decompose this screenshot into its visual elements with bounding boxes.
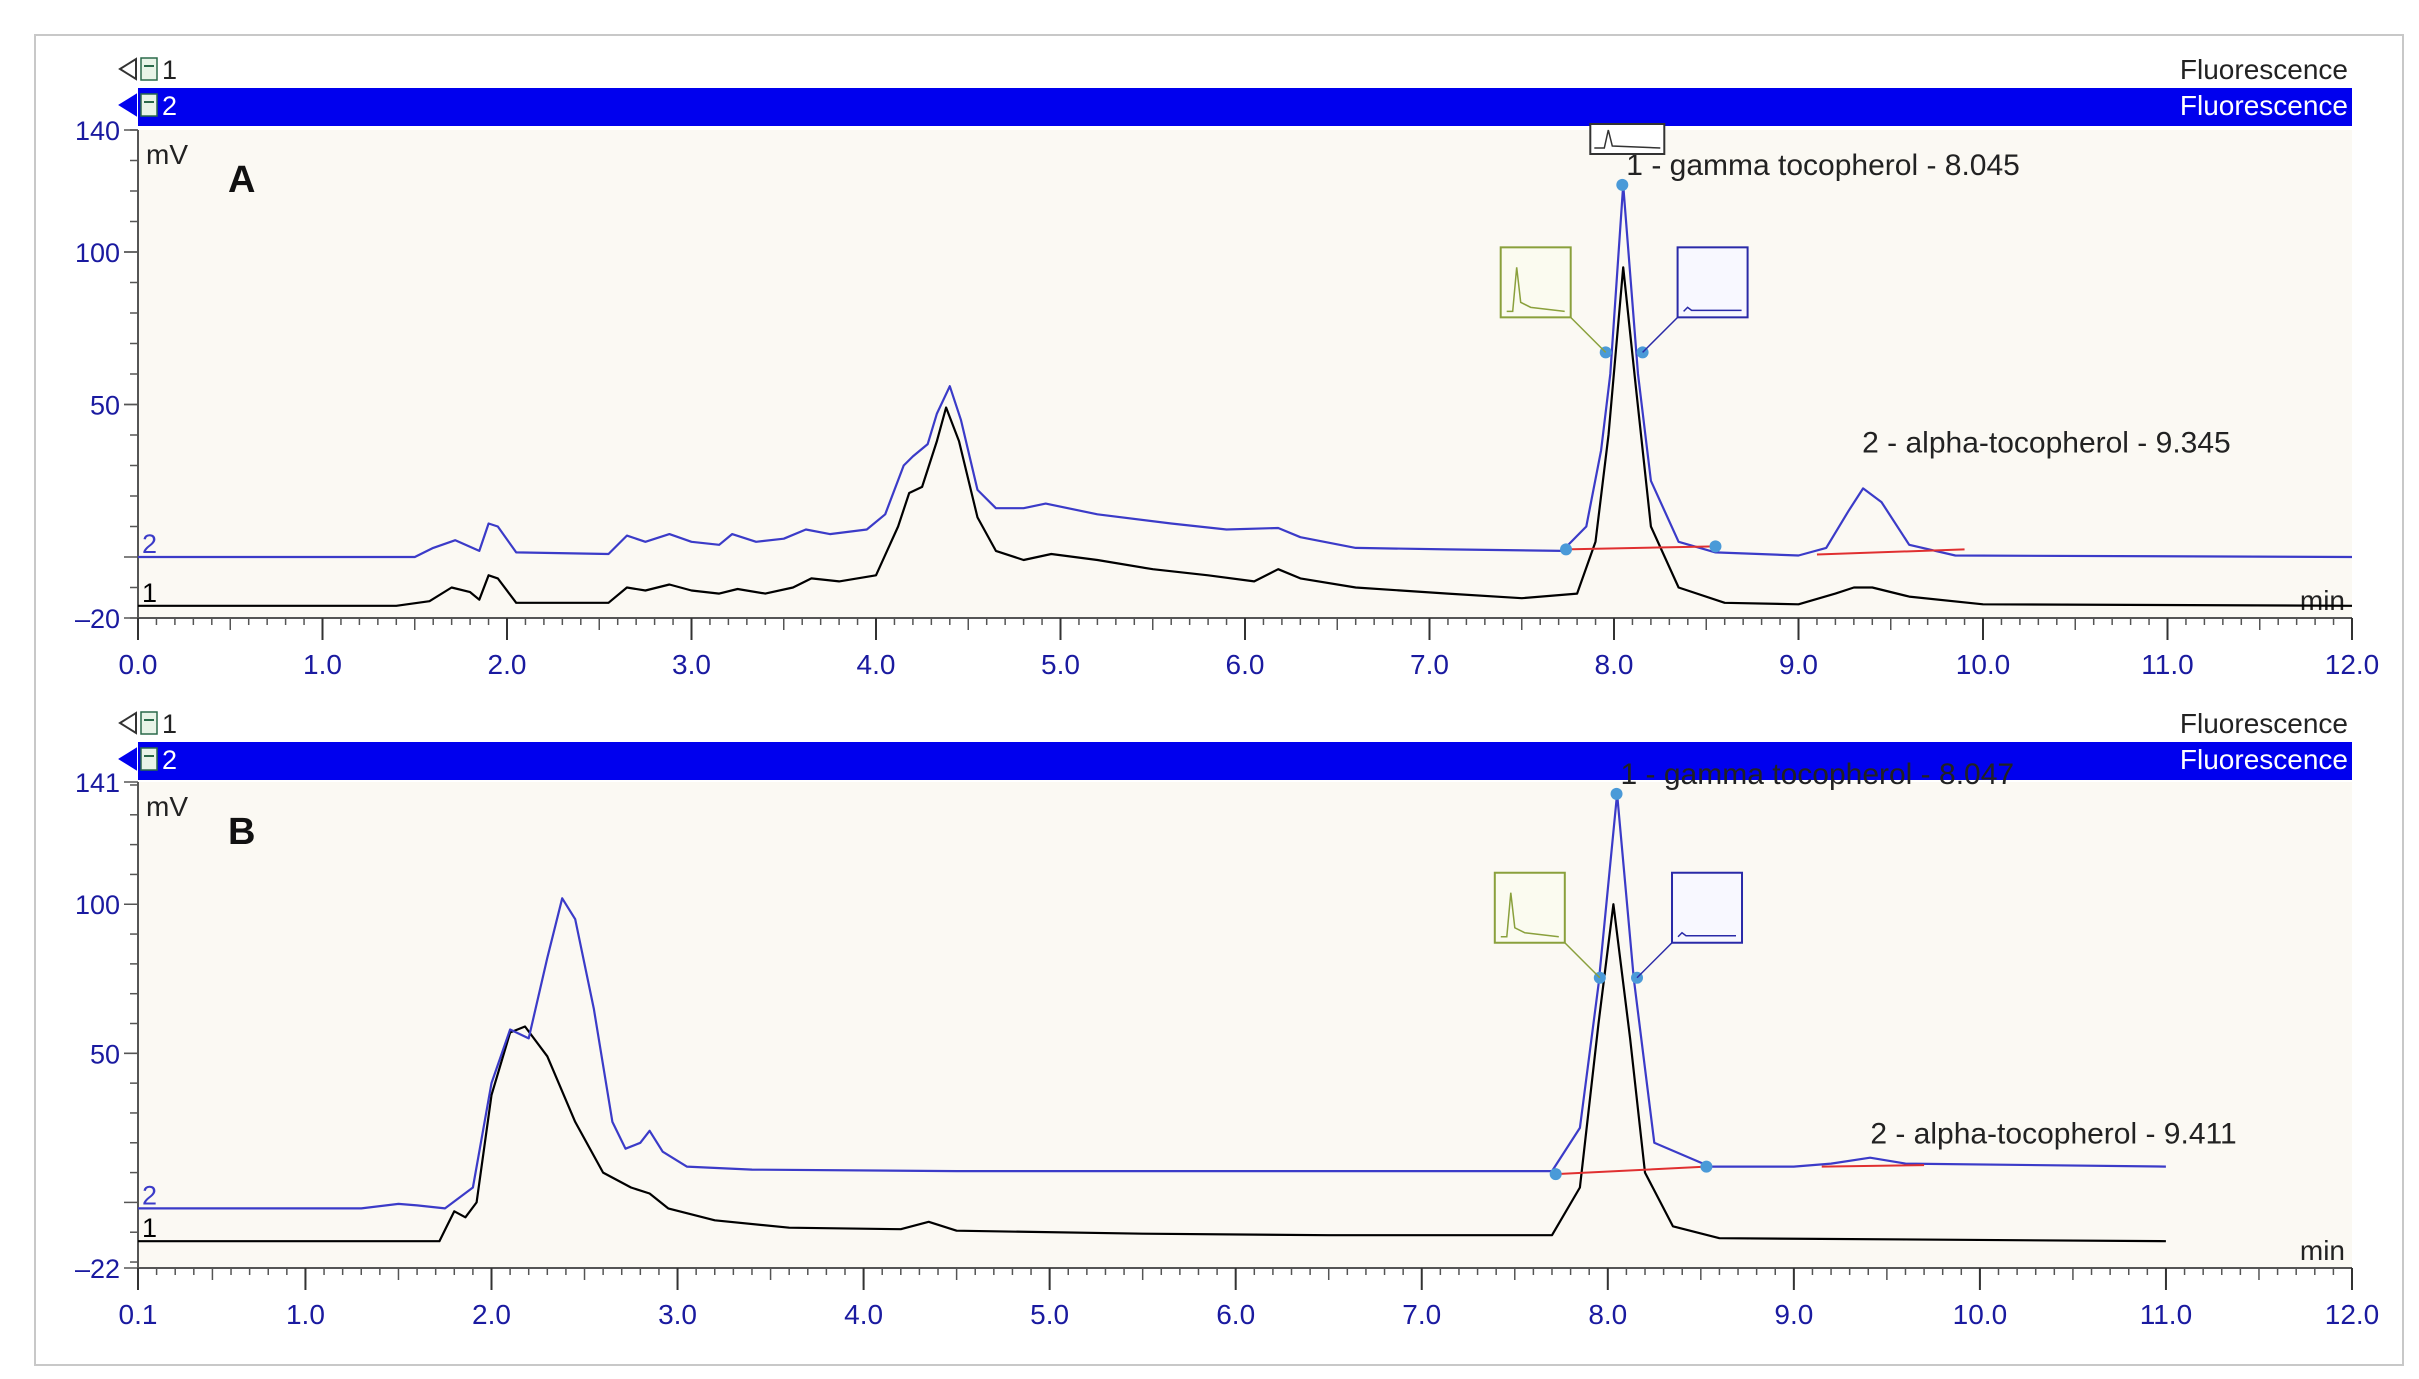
trace-1-line: [138, 266, 2353, 607]
spectrum-inset-left: [1499, 246, 1572, 319]
spectrum-inset-right-curve: [1677, 931, 1737, 938]
vial-icon: [140, 57, 158, 81]
trace-1-header-label: 1: [162, 709, 177, 739]
baseline-marker: [1549, 1168, 1562, 1181]
x-unit-label: min: [2300, 585, 2345, 616]
x-tick-label: 5.0: [1041, 649, 1080, 680]
x-tick-label: 10.0: [1956, 649, 2011, 680]
peak-label: 2 - alpha-tocopherol - 9.345: [1862, 426, 2231, 459]
inset-leader: [1642, 316, 1679, 353]
trace-2-label: 2: [142, 1180, 157, 1210]
trace-1-line: [138, 903, 2166, 1243]
integration-baseline: [1816, 548, 1965, 556]
trace-1-detector-label: Fluorescence: [2180, 708, 2348, 739]
trace-1-arrow-icon: [118, 711, 137, 735]
x-tick-label: 8.0: [1588, 1299, 1627, 1330]
trace-1-label: 1: [142, 578, 157, 608]
x-unit-label: min: [2300, 1235, 2345, 1266]
inset-leader: [1570, 316, 1607, 353]
x-tick-label: 3.0: [658, 1299, 697, 1330]
spectrum-inset-top-curve: [1594, 129, 1661, 149]
x-tick-label: 2.0: [488, 649, 527, 680]
integration-baseline: [1555, 1165, 1707, 1176]
x-tick-label: 11.0: [2141, 649, 2193, 680]
x-tick-label: 9.0: [1779, 649, 1818, 680]
y-tick-label: –20: [75, 604, 120, 634]
vial-icon: [140, 747, 158, 771]
x-tick-label: 9.0: [1774, 1299, 1813, 1330]
x-tick-label: 12.0: [2325, 1299, 2380, 1330]
y-tick-label: –22: [75, 1254, 120, 1284]
trace-1-detector-label: Fluorescence: [2180, 54, 2348, 85]
x-tick-label: 1.0: [286, 1299, 325, 1330]
x-tick-label: 10.0: [1953, 1299, 2008, 1330]
trace-2-detector-label: Fluorescence: [2180, 744, 2348, 775]
plot-area: [138, 782, 2352, 1268]
peak-label: 1 - gamma tocopherol - 8.047: [1621, 758, 2015, 791]
x-tick-label: 11.0: [2140, 1299, 2192, 1330]
integration-baseline: [1821, 1164, 1925, 1168]
inset-leader: [1636, 942, 1673, 979]
spectrum-inset-left-curve: [1500, 892, 1559, 938]
x-tick-label: 0.1: [119, 1299, 158, 1330]
trace-1-header-label: 1: [162, 55, 177, 85]
baseline-marker: [1560, 543, 1573, 556]
trace-2-line: [138, 792, 2166, 1210]
trace-2-detector-label: Fluorescence: [2180, 90, 2348, 121]
spectrum-inset-left: [1493, 871, 1566, 944]
trace-2-label: 2: [142, 529, 157, 559]
peak-label: 1 - gamma tocopherol - 8.045: [1626, 149, 2020, 182]
trace-1-label: 1: [142, 1213, 157, 1243]
x-tick-label: 2.0: [472, 1299, 511, 1330]
y-tick-label: 50: [90, 1039, 120, 1069]
y-tick-label: 100: [75, 890, 120, 920]
x-tick-label: 7.0: [1410, 649, 1449, 680]
panel-label: A: [228, 159, 255, 201]
trace-2-arrow-icon: [118, 93, 137, 117]
trace-2-header-label: 2: [162, 91, 177, 121]
x-tick-label: 4.0: [857, 649, 896, 680]
trace-2-header-label: 2: [162, 745, 177, 775]
peak-label: 2 - alpha-tocopherol - 9.411: [1870, 1118, 2236, 1151]
y-tick-label: 50: [90, 391, 120, 421]
vial-icon: [140, 93, 158, 117]
x-tick-label: 7.0: [1402, 1299, 1441, 1330]
spectrum-inset-top: [1589, 123, 1666, 155]
panel-a: 1 Fluorescence 2 Fluorescence 140 100 50 –20 mV A…: [75, 54, 2379, 680]
peak-apex-marker: [1616, 178, 1629, 191]
baseline-marker: [1709, 540, 1722, 553]
x-tick-label: 6.0: [1216, 1299, 1255, 1330]
spectrum-inset-left-curve: [1506, 267, 1565, 313]
x-tick-label: 1.0: [303, 649, 342, 680]
plot-area: [138, 130, 2352, 618]
x-tick-label: 12.0: [2325, 649, 2380, 680]
x-tick-label: 8.0: [1595, 649, 1634, 680]
baseline-marker: [1700, 1160, 1713, 1173]
spectrum-inset-right: [1671, 871, 1744, 944]
panel-b: 1 Fluorescence 2 Fluorescence 141 100 50 –22 mV B…: [75, 708, 2379, 1330]
x-tick-label: 6.0: [1226, 649, 1265, 680]
trace-2-header-bar: [138, 742, 2352, 780]
y-unit-label: mV: [146, 791, 188, 822]
spectrum-inset-right-curve: [1683, 306, 1742, 312]
x-tick-label: 0.0: [119, 649, 158, 680]
inset-leader: [1564, 942, 1601, 979]
trace-2-header-bar: [138, 88, 2352, 126]
spectrum-inset-right: [1676, 246, 1749, 319]
panel-label: B: [228, 811, 255, 853]
trace-1-arrow-icon: [118, 57, 137, 81]
x-tick-label: 3.0: [672, 649, 711, 680]
integration-baseline: [1566, 545, 1716, 551]
y-tick-label: 100: [75, 238, 120, 268]
x-tick-label: 5.0: [1030, 1299, 1069, 1330]
y-unit-label: mV: [146, 139, 188, 170]
y-tick-label: 140: [75, 116, 120, 146]
y-tick-label: 141: [75, 768, 120, 798]
peak-apex-marker: [1610, 787, 1623, 800]
trace-2-line: [138, 183, 2353, 559]
trace-2-arrow-icon: [118, 747, 137, 771]
x-tick-label: 4.0: [844, 1299, 883, 1330]
vial-icon: [140, 711, 158, 735]
